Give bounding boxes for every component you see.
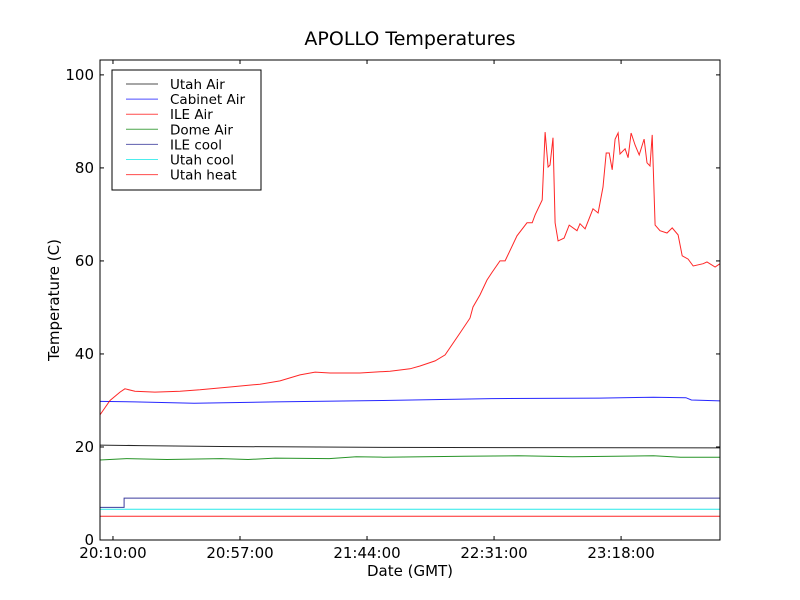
legend-label: Utah cool — [170, 153, 234, 169]
legend-label: Cabinet Air — [170, 92, 245, 108]
series-line-utah-air — [99, 444, 721, 449]
y-tick-label: 60 — [75, 252, 94, 270]
x-tick-label: 20:10:00 — [79, 544, 146, 562]
y-tick-label: 40 — [75, 345, 94, 363]
legend-label: ILE cool — [170, 137, 222, 153]
chart-title: APOLLO Temperatures — [304, 28, 515, 50]
plot-frame — [99, 59, 721, 541]
legend-box — [111, 69, 262, 191]
series-line-cabinet-air — [99, 396, 721, 404]
legend-label: Utah Air — [170, 77, 225, 93]
y-tick-label: 0 — [84, 531, 94, 549]
y-tick-label: 80 — [75, 159, 94, 177]
series-layer — [99, 131, 721, 517]
legend-label: Dome Air — [170, 122, 233, 138]
y-axis-label: Temperature (C) — [45, 239, 63, 362]
series-line-ile-cool — [100, 497, 720, 508]
y-tick-label: 20 — [75, 438, 94, 456]
series-line-dome-air — [99, 455, 720, 461]
x-axis-label: Date (GMT) — [367, 562, 453, 580]
legend-label: ILE Air — [170, 107, 213, 123]
axes-layer: 20:10:00 20:57:00 21:44:00 22:31:00 23:18:00… — [65, 59, 721, 562]
legend-label: Utah heat — [170, 168, 237, 184]
x-tick-label: 23:18:00 — [587, 544, 654, 562]
y-tick-label: 100 — [65, 66, 94, 84]
x-tick-label: 20:57:00 — [206, 544, 273, 562]
series-line-ile-air — [99, 131, 721, 416]
x-tick-label: 22:31:00 — [460, 544, 527, 562]
x-tick-label: 21:44:00 — [333, 544, 400, 562]
